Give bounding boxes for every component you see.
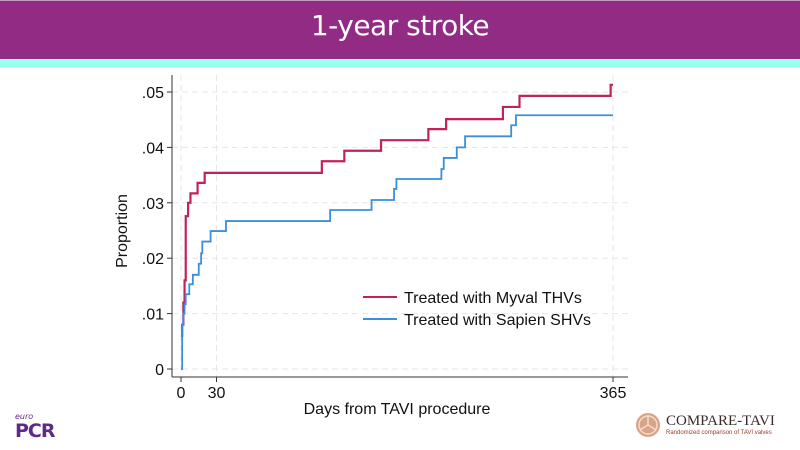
y-tick-label: 0 (155, 362, 164, 379)
legend-label: Treated with Sapien SHVs (404, 312, 591, 329)
legend-label: Treated with Myval THVs (404, 290, 582, 307)
y-tick-label: .02 (142, 251, 164, 268)
compare-tavi-subtitle: Randomized comparison of TAVI valves (666, 429, 772, 436)
x-tick-label: 365 (600, 385, 627, 402)
valve-icon (636, 413, 660, 437)
series-layer (181, 83, 613, 370)
slide-header: 1-year stroke (0, 0, 800, 59)
y-tick-label: .05 (142, 85, 164, 102)
x-tick-label: 30 (208, 385, 226, 402)
y-axis-label: Proportion (114, 194, 131, 268)
compare-tavi-name: COMPARE-TAVI (666, 412, 775, 429)
x-axis-label: Days from TAVI procedure (304, 401, 491, 418)
y-tick-label: .04 (142, 140, 164, 157)
series-line-myval (181, 83, 613, 337)
europcr-logo: euro PCR (15, 412, 55, 441)
slide-title: 1-year stroke (310, 9, 490, 42)
europcr-logo-small: euro (15, 412, 34, 421)
y-tick-label: .03 (142, 196, 164, 213)
legend: Treated with Myval THVs Treated with Sapi… (363, 290, 591, 329)
y-tick-label: .01 (142, 307, 164, 324)
grid-layer (172, 75, 630, 377)
accent-bar (0, 59, 800, 67)
axis-layer: 0 .01 .02 .03 .04 .05 0 30 365 (142, 75, 628, 402)
compare-tavi-logo: COMPARE-TAVI Randomized comparison of TA… (636, 413, 775, 437)
series-line-sapien (181, 114, 613, 370)
x-tick-label: 0 (177, 385, 186, 402)
europcr-logo-big: PCR (15, 420, 55, 442)
